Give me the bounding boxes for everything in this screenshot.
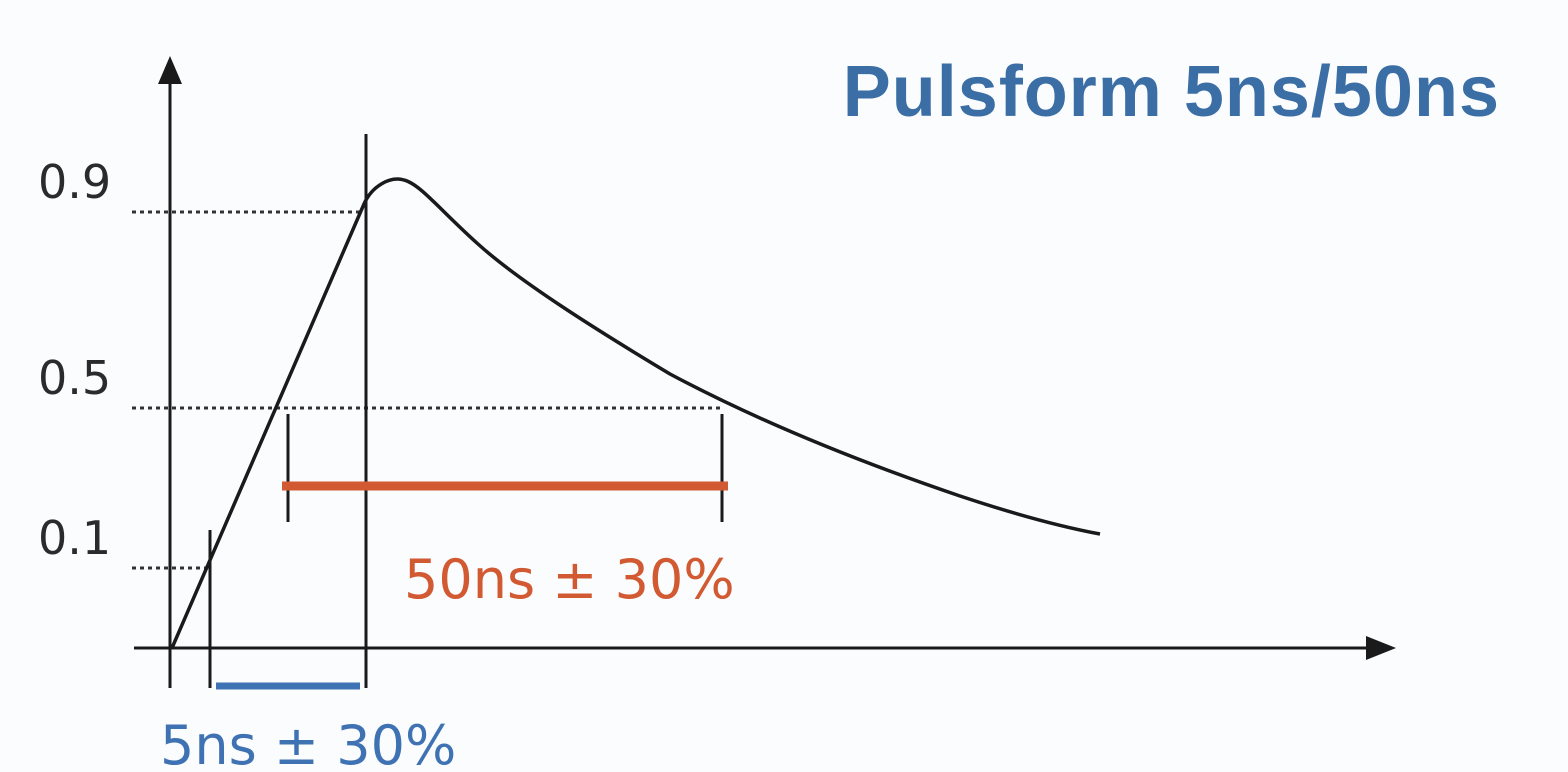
rise-time-label: 5ns ± 30% bbox=[160, 714, 456, 772]
pulse-curve bbox=[170, 177, 1101, 649]
diagram-title: Pulsform 5ns/50ns bbox=[843, 52, 1500, 132]
y-tick-label-0-9: 0.9 bbox=[38, 155, 111, 209]
y-tick-label-0-5: 0.5 bbox=[38, 351, 111, 405]
x-axis-arrow-icon bbox=[1366, 636, 1396, 660]
y-axis-arrow-icon bbox=[158, 56, 182, 84]
y-tick-label-0-1: 0.1 bbox=[38, 511, 111, 565]
pulse-width-label: 50ns ± 30% bbox=[404, 548, 735, 611]
